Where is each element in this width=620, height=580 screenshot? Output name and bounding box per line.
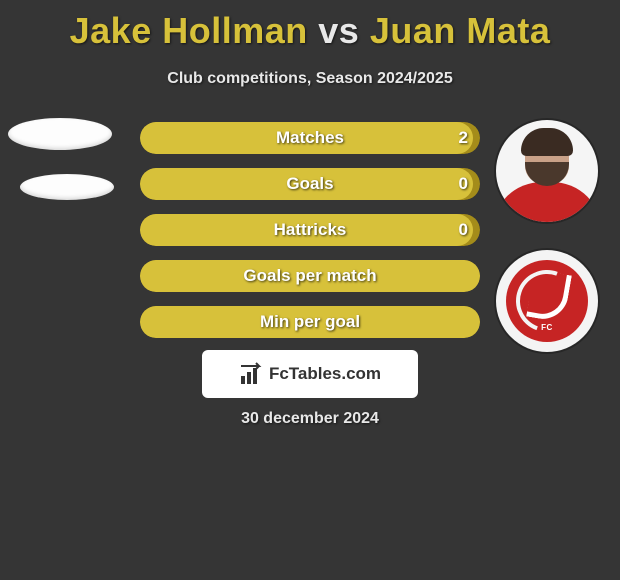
player2-panel: FC [496,120,598,352]
player2-name: Juan Mata [370,10,551,51]
stat-value: 0 [459,214,468,246]
stat-label: Goals [140,168,480,200]
stat-label: Hattricks [140,214,480,246]
stat-pill: Hattricks0 [140,214,480,246]
stat-pill: Goals0 [140,168,480,200]
vs-text: vs [318,10,359,51]
stat-label: Min per goal [140,306,480,338]
placeholder-ellipse [20,174,114,200]
stat-pill: Goals per match [140,260,480,292]
stat-value: 0 [459,168,468,200]
player1-name: Jake Hollman [70,10,308,51]
player2-avatar [496,120,598,222]
placeholder-ellipse [8,118,112,150]
stat-label: Goals per match [140,260,480,292]
branding-badge: FcTables.com [202,350,418,398]
bar-chart-icon [239,362,263,386]
player1-placeholder [8,118,114,224]
stat-pill: Matches2 [140,122,480,154]
club-abbrev: FC [541,323,553,332]
date-text: 30 december 2024 [241,410,379,428]
branding-text: FcTables.com [269,364,381,384]
stat-pill: Min per goal [140,306,480,338]
subtitle: Club competitions, Season 2024/2025 [0,70,620,88]
stat-value: 2 [459,122,468,154]
stats-list: Matches2Goals0Hattricks0Goals per matchM… [140,122,480,352]
page-title: Jake Hollman vs Juan Mata [0,0,620,52]
club-logo: FC [496,250,598,352]
stat-label: Matches [140,122,480,154]
